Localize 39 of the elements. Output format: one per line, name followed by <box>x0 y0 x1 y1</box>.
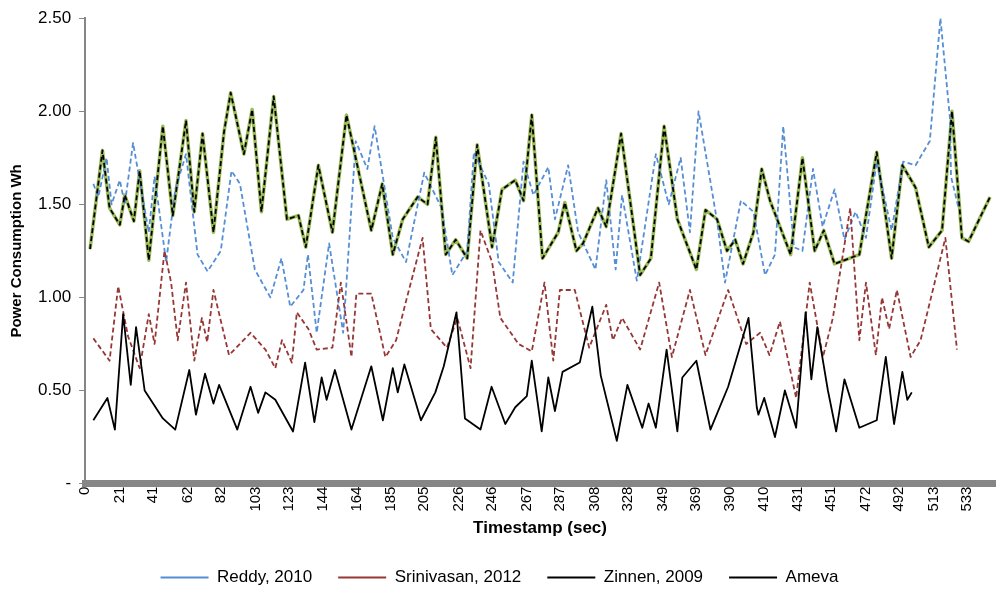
y-axis-title: Power Consumption Wh <box>7 164 25 338</box>
x-tick-label: 185 <box>381 486 399 512</box>
legend-label: Srinivasan, 2012 <box>394 567 522 587</box>
y-tick-label: 1.00 <box>37 287 72 307</box>
x-tick-label: 431 <box>788 486 806 512</box>
legend-label: Ameva <box>785 567 840 587</box>
x-tick-label: 0 <box>75 486 93 495</box>
x-tick-label: 103 <box>245 486 263 512</box>
x-tick-label: 82 <box>210 486 228 504</box>
x-tick-label: 390 <box>720 486 738 512</box>
y-tick-label: 2.50 <box>37 7 72 27</box>
y-tick-label: - <box>65 473 72 493</box>
x-tick-label: 123 <box>278 486 296 512</box>
x-tick-label: 492 <box>889 486 907 512</box>
x-tick-label: 513 <box>923 486 941 512</box>
legend-label: Zinnen, 2009 <box>603 567 704 587</box>
x-tick-label: 451 <box>821 486 839 512</box>
x-tick-label: 246 <box>482 486 500 512</box>
x-tick-label: 308 <box>584 486 602 512</box>
x-tick-label: 41 <box>143 486 161 504</box>
x-tick-label: 287 <box>550 486 568 512</box>
x-tick-label: 21 <box>109 486 127 504</box>
x-tick-label: 267 <box>516 486 534 512</box>
x-tick-label: 533 <box>957 486 975 512</box>
x-tick-label: 62 <box>177 486 195 504</box>
y-tick-label: 2.00 <box>37 100 72 120</box>
legend-label: Reddy, 2010 <box>217 567 313 587</box>
y-tick-label: 0.50 <box>37 380 72 400</box>
x-tick-label: 410 <box>753 486 771 512</box>
x-axis-title: Timestamp (sec) <box>473 518 607 538</box>
x-tick-label: 369 <box>685 486 703 512</box>
x-tick-label: 472 <box>856 486 874 512</box>
x-tick-label: 328 <box>617 486 635 512</box>
x-tick-label: 205 <box>414 486 432 512</box>
x-tick-label: 226 <box>449 486 467 512</box>
x-tick-label: 349 <box>652 486 670 512</box>
x-tick-label: 164 <box>346 486 364 512</box>
y-tick-label: 1.50 <box>37 194 72 214</box>
x-tick-label: 144 <box>313 486 331 512</box>
